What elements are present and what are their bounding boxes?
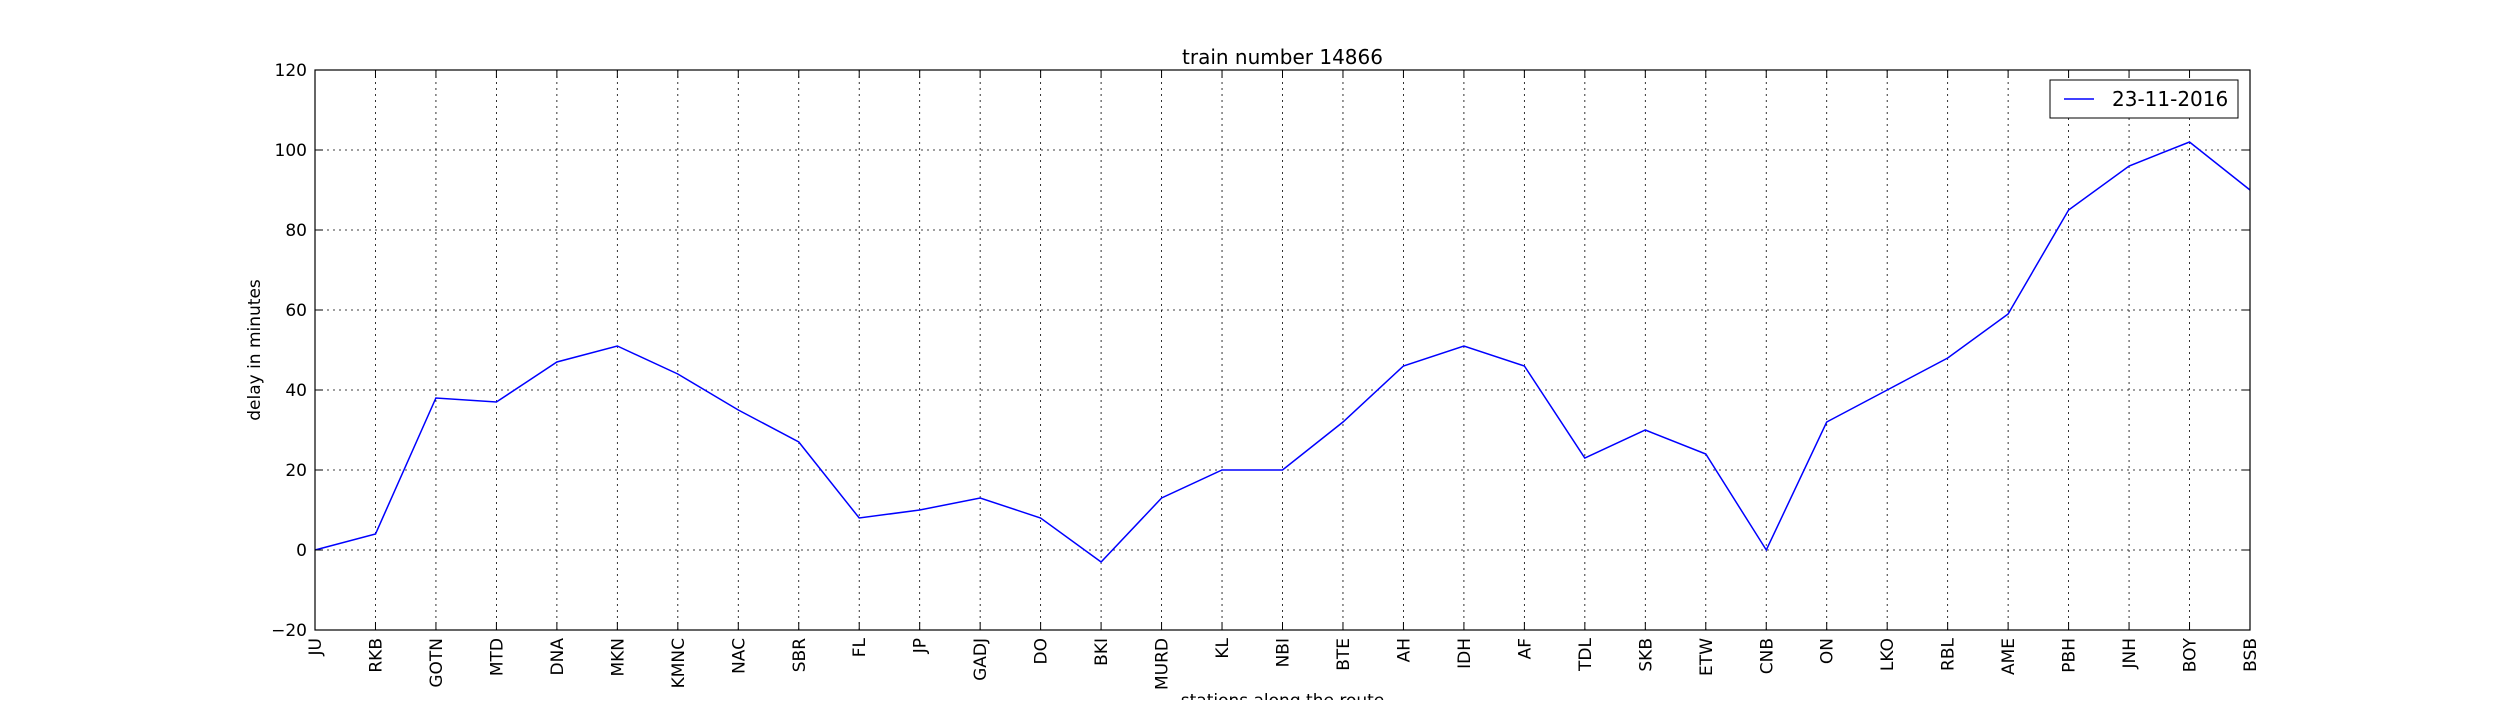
- x-tick-label: CNB: [1757, 638, 1777, 674]
- x-tick-label: ON: [1818, 638, 1838, 664]
- x-tick-label: FL: [850, 637, 870, 657]
- x-tick-label: BSB: [2241, 638, 2261, 672]
- y-tick-label: 120: [275, 61, 307, 81]
- x-tick-label: ETW: [1697, 638, 1717, 676]
- x-tick-label: MTD: [487, 638, 507, 676]
- x-tick-label: BTE: [1334, 638, 1354, 671]
- y-axis-label: delay in minutes: [245, 279, 265, 421]
- x-tick-label: AH: [1394, 638, 1414, 662]
- x-axis-label: stations along the route: [1181, 691, 1385, 700]
- x-tick-label: MURD: [1153, 638, 1173, 690]
- x-tick-label: MKN: [608, 638, 628, 677]
- chart-title: train number 14866: [1182, 45, 1383, 69]
- x-tick-label: AME: [1999, 638, 2019, 675]
- x-tick-label: LKO: [1878, 638, 1898, 671]
- x-tick-label: GOTN: [427, 638, 447, 688]
- x-tick-label: KMNC: [669, 638, 689, 688]
- x-tick-label: PBH: [2060, 638, 2080, 673]
- x-tick-label: RKB: [366, 638, 386, 673]
- x-tick-label: DO: [1032, 638, 1052, 664]
- y-tick-label: 60: [285, 301, 307, 321]
- x-tick-label: NBI: [1274, 638, 1294, 667]
- x-tick-label: SBR: [790, 638, 810, 672]
- y-tick-label: 100: [275, 141, 307, 161]
- x-tick-label: JU: [306, 638, 326, 656]
- x-tick-label: DNA: [548, 638, 568, 676]
- y-tick-label: 0: [296, 541, 307, 561]
- y-tick-label: 20: [285, 461, 307, 481]
- x-tick-label: NAC: [729, 638, 749, 674]
- x-tick-label: IDH: [1455, 638, 1475, 669]
- legend: 23-11-2016: [2050, 80, 2238, 118]
- x-tick-label: JNH: [2120, 638, 2140, 670]
- x-tick-label: AF: [1515, 638, 1535, 659]
- x-tick-label: KL: [1213, 637, 1233, 658]
- x-tick-label: GADJ: [971, 638, 991, 681]
- x-tick-label: SKB: [1636, 638, 1656, 672]
- x-tick-label: RBL: [1939, 637, 1959, 670]
- x-tick-label: JP: [911, 638, 931, 654]
- legend-series-label: 23-11-2016: [2112, 87, 2228, 111]
- x-tick-label: BOY: [2181, 637, 2201, 672]
- x-tick-label: TDL: [1576, 637, 1596, 671]
- y-tick-label: −20: [271, 621, 307, 641]
- ticks-layer: −20 0 20 40 60 80 100 120 JU RKB GOTN MTD DNA MKN KMNC…: [271, 61, 2261, 690]
- y-tick-label: 80: [285, 221, 307, 241]
- y-tick-label: 40: [285, 381, 307, 401]
- x-tick-label: BKI: [1092, 638, 1112, 666]
